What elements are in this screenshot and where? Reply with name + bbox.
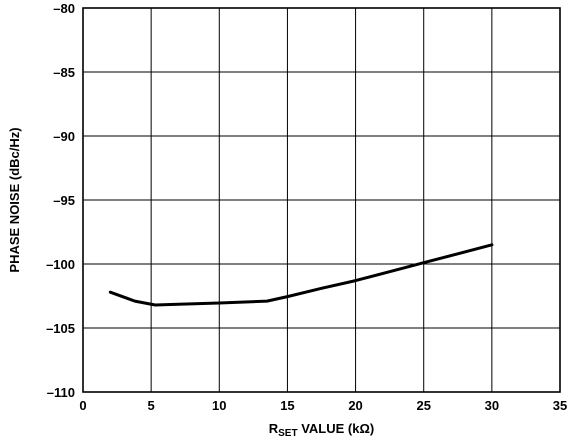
x-tick-labels: 0 5 10 15 20 25 30 35 xyxy=(79,398,567,413)
y-tick-label-1: –105 xyxy=(46,321,75,336)
x-axis-label-main: R xyxy=(269,421,279,436)
y-tick-label-4: –90 xyxy=(53,129,75,144)
x-tick-label-0: 0 xyxy=(79,398,86,413)
y-tick-labels: –110 –105 –100 –95 –90 –85 –80 xyxy=(46,1,75,400)
y-tick-label-5: –85 xyxy=(53,65,75,80)
x-axis-label-sub: SET xyxy=(278,428,297,439)
y-tick-label-2: –100 xyxy=(46,257,75,272)
y-tick-label-0: –110 xyxy=(47,385,75,400)
x-tick-label-30: 30 xyxy=(485,398,499,413)
y-tick-label-6: –80 xyxy=(53,1,75,16)
x-tick-label-35: 35 xyxy=(553,398,567,413)
series-line xyxy=(108,243,494,307)
x-tick-label-25: 25 xyxy=(416,398,430,413)
x-axis-label-rest: VALUE (kΩ) xyxy=(298,421,375,436)
x-axis-label: RSET VALUE (kΩ) xyxy=(269,421,374,439)
x-tick-label-5: 5 xyxy=(148,398,155,413)
x-tick-label-10: 10 xyxy=(212,398,226,413)
x-tick-label-20: 20 xyxy=(348,398,362,413)
plot-frame xyxy=(82,7,561,393)
x-tick-label-15: 15 xyxy=(280,398,294,413)
y-axis-label: PHASE NOISE (dBc/Hz) xyxy=(7,127,22,272)
grid-lines xyxy=(83,8,560,392)
y-tick-label-3: –95 xyxy=(53,193,75,208)
